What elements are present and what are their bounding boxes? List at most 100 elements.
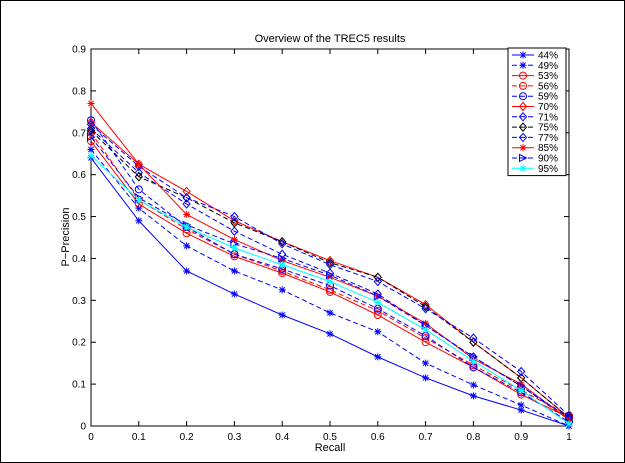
legend-label: 49% [538, 61, 558, 72]
data-point [230, 211, 239, 222]
data-point [469, 337, 478, 347]
legend-label: 59% [538, 92, 558, 103]
x-tick-label: 0.2 [180, 432, 194, 443]
data-point [230, 290, 238, 298]
legend-label: 95% [538, 164, 558, 175]
data-point [326, 270, 335, 280]
data-point [325, 259, 335, 270]
data-point [135, 160, 143, 168]
data-point [373, 276, 382, 287]
legend-marker [519, 164, 527, 172]
legend-marker [519, 71, 527, 80]
data-point [87, 132, 96, 142]
data-point [373, 306, 382, 315]
legend-marker [519, 81, 527, 90]
legend-entry: 75% [512, 122, 558, 134]
data-point [326, 287, 334, 296]
legend-label: 90% [538, 154, 558, 165]
x-axis-label: Recall [315, 442, 346, 454]
data-point [230, 267, 238, 275]
legend-marker [519, 51, 527, 59]
series-line [90, 149, 570, 427]
data-point [183, 242, 191, 250]
legend-label: 75% [538, 123, 558, 134]
y-tick-label: 0 [80, 422, 86, 433]
y-tick-label: 0.2 [72, 338, 86, 349]
data-point [230, 236, 238, 244]
y-tick-label: 0.5 [72, 212, 86, 223]
legend-entry: 44% [512, 51, 558, 62]
data-point [421, 338, 430, 347]
y-tick-label: 0.9 [72, 45, 86, 56]
series-77pct [86, 119, 574, 421]
y-tick-label: 0.7 [72, 128, 86, 139]
legend: 44%49%53%56%59%70%71%75%77%85%90%95% [507, 47, 567, 177]
data-point [326, 277, 334, 285]
data-point [278, 254, 287, 263]
data-point [278, 261, 286, 269]
data-point [87, 116, 95, 125]
data-point [278, 236, 287, 247]
x-tick-label: 1 [566, 432, 572, 443]
x-tick-label: 0.3 [227, 432, 241, 443]
y-tick-label: 0.6 [72, 170, 86, 181]
legend-entry: 77% [512, 132, 558, 144]
legend-entry: 49% [512, 61, 558, 72]
x-tick-label: 0.7 [419, 432, 433, 443]
series-line [90, 136, 570, 419]
data-point [517, 401, 525, 409]
data-point [87, 99, 95, 107]
data-point [373, 291, 383, 301]
data-point [565, 413, 574, 422]
legend-entry: 85% [512, 143, 558, 154]
legend-label: 53% [538, 71, 558, 82]
data-point [469, 392, 477, 400]
x-tick-label: 0.5 [323, 432, 337, 443]
data-point [87, 152, 95, 160]
y-tick-label: 0.8 [72, 86, 86, 97]
data-point [422, 359, 430, 367]
y-axis: 0 0.1 0.2 0.3 0.4 0.5 0.6 0.7 0.8 0.9 [72, 45, 569, 433]
legend-marker [518, 112, 528, 122]
x-tick-label: 0.9 [514, 432, 528, 443]
legend-entry: 70% [512, 101, 558, 113]
data-point [86, 119, 96, 130]
series-line [90, 130, 570, 419]
legend-entry: 56% [512, 81, 558, 92]
legend-entry: 90% [512, 154, 558, 165]
data-point [134, 161, 143, 172]
series-line [90, 132, 570, 416]
data-point [87, 146, 95, 154]
data-point [183, 223, 191, 231]
data-point [278, 311, 286, 319]
data-point [517, 406, 525, 414]
data-point [230, 215, 239, 226]
data-point [182, 199, 191, 209]
plot-area [90, 48, 570, 427]
data-point [422, 326, 430, 334]
series-line [90, 124, 570, 416]
data-point [134, 172, 143, 182]
legend-label: 71% [538, 112, 558, 123]
x-tick-label: 0.8 [466, 432, 480, 443]
data-point [422, 374, 430, 382]
data-point [469, 381, 477, 389]
series-95pct [87, 152, 573, 428]
data-point [87, 128, 95, 137]
data-point [374, 298, 382, 306]
x-tick-label: 0.1 [132, 432, 146, 443]
legend-entry: 59% [512, 92, 558, 103]
legend-entry: 53% [512, 71, 558, 82]
series-layer [86, 99, 574, 430]
data-point [230, 252, 239, 261]
data-point [421, 303, 430, 314]
series-line [90, 140, 570, 419]
legend-marker [519, 61, 527, 69]
data-point [421, 301, 430, 312]
y-tick-label: 0.1 [72, 380, 86, 391]
legend-marker [519, 153, 528, 163]
data-point [469, 357, 477, 365]
data-point [135, 217, 143, 225]
series-line [90, 119, 570, 423]
